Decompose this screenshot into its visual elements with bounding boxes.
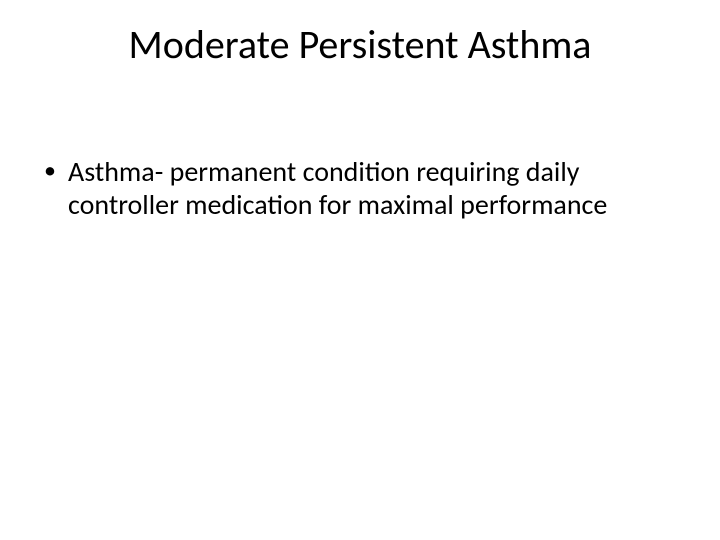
slide: Moderate Persistent Asthma Asthma- perma… [0,0,720,540]
slide-body: Asthma- permanent condition requiring da… [40,155,660,221]
slide-title: Moderate Persistent Asthma [0,20,720,69]
bullet-item: Asthma- permanent condition requiring da… [40,155,660,221]
bullet-list: Asthma- permanent condition requiring da… [40,155,660,221]
